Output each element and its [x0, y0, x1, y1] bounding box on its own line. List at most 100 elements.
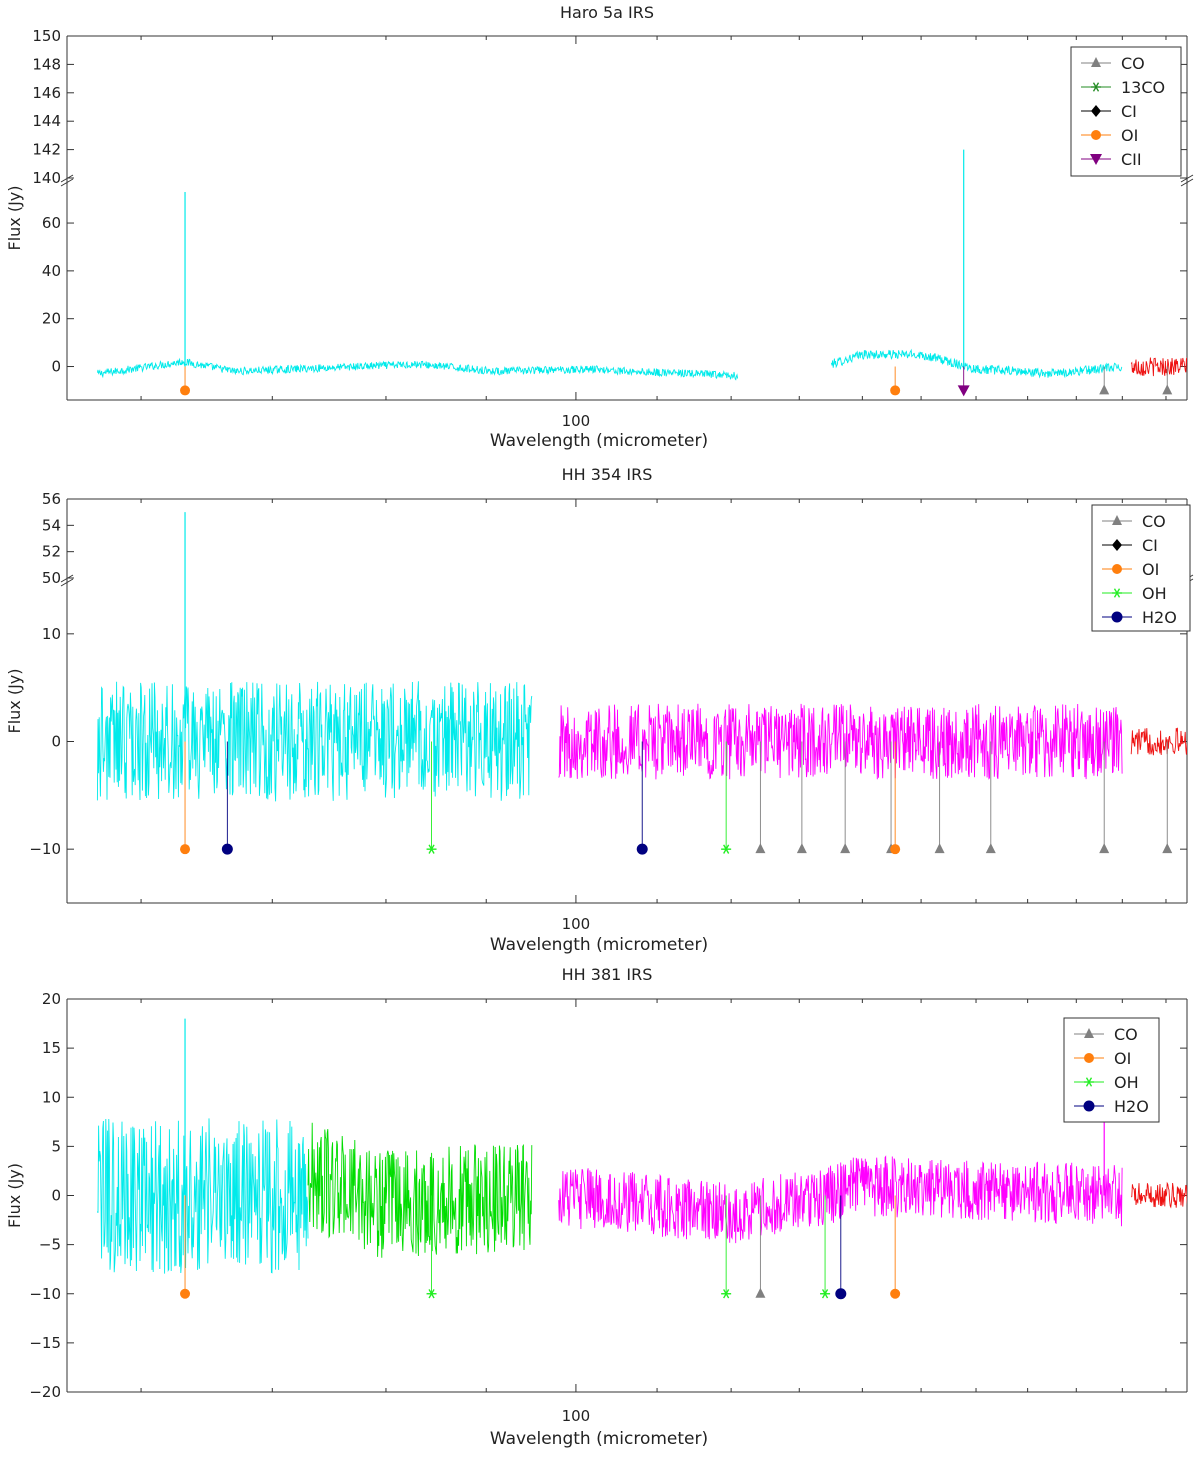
y-tick-label: 5	[51, 1137, 61, 1155]
line-marker-h2o	[835, 1288, 847, 1300]
legend-item-oi: OI	[1102, 560, 1159, 579]
legend-label: OI	[1114, 1049, 1131, 1068]
line-marker-co	[1099, 384, 1110, 395]
legend-item-co: CO	[1081, 54, 1145, 73]
legend-label: CII	[1121, 150, 1142, 169]
y-tick-label: 10	[42, 625, 61, 643]
y-axis-label: Flux (Jy)	[5, 668, 24, 733]
y-tick-label: 0	[51, 358, 61, 376]
plot-area	[96, 1018, 1187, 1300]
y-tick-label: 60	[42, 214, 61, 232]
y-tick-label: −20	[29, 1383, 61, 1401]
line-marker-h2o	[221, 843, 233, 855]
x-tick-label: 100	[562, 1407, 591, 1425]
legend-marker-oh	[1112, 588, 1122, 598]
y-tick-label: 56	[42, 490, 61, 508]
line-marker-cii	[957, 385, 970, 397]
chart-panel-1: 0 20 40 60 140 142 144 146 148 150 100 Haro 5a IRS W…	[5, 3, 1194, 451]
legend-marker-oi	[1084, 1053, 1094, 1063]
legend-marker-ci	[1112, 539, 1122, 551]
spectrum-series-magenta	[558, 1155, 1123, 1244]
y-tick-label: 140	[32, 169, 61, 187]
legend-item-co: CO	[1074, 1025, 1138, 1044]
legend-marker-co	[1084, 1028, 1094, 1038]
line-marker-co	[1162, 384, 1173, 395]
legend: CO 13CO CI OI CII	[1070, 46, 1182, 177]
spectrum-series-red	[1130, 727, 1187, 756]
y-tick-label: 15	[42, 1039, 61, 1057]
line-marker-oi	[890, 385, 901, 396]
legend-item-ci: CI	[1081, 102, 1137, 121]
legend-marker-oi	[1112, 564, 1122, 574]
spectrum-series-magenta	[558, 703, 1123, 780]
line-marker-oi	[180, 844, 191, 855]
y-tick-label: 50	[42, 569, 61, 587]
y-tick-label: 52	[42, 543, 61, 561]
legend-label: CI	[1121, 102, 1137, 121]
y-axis-label: Flux (Jy)	[5, 185, 24, 250]
y-tick-label: 150	[32, 27, 61, 45]
legend-item-cii: CII	[1081, 150, 1142, 169]
legend-marker-cii	[1090, 154, 1102, 165]
axis-break-mark	[1180, 178, 1194, 187]
legend-marker-h2o	[1111, 611, 1123, 623]
y-tick-label: 20	[42, 310, 61, 328]
legend-label: CI	[1142, 536, 1158, 555]
y-tick-label: 146	[32, 84, 61, 102]
chart-title: Haro 5a IRS	[560, 3, 654, 22]
y-tick-label: 40	[42, 262, 61, 280]
legend-marker-13co	[1091, 82, 1101, 92]
plot-area	[96, 149, 1187, 397]
legend-item-oh: OH	[1074, 1073, 1139, 1092]
y-tick-label: 144	[32, 112, 61, 130]
line-marker-co	[1162, 843, 1173, 854]
spectrum-series-cyan	[96, 681, 533, 802]
legend-marker-co	[1112, 515, 1122, 525]
y-tick-label: −5	[39, 1236, 61, 1254]
legend-item-h2o: H2O	[1102, 608, 1177, 627]
y-tick-label: 142	[32, 141, 61, 159]
line-marker-h2o	[636, 843, 648, 855]
y-tick-label: 10	[42, 1088, 61, 1106]
legend-item-co: CO	[1102, 512, 1166, 531]
spectrum-series-cyan	[830, 348, 1123, 379]
line-marker-oh	[426, 1289, 437, 1299]
legend-label: OH	[1114, 1073, 1139, 1092]
x-tick-label: 100	[562, 412, 591, 430]
spectrum-series-green	[307, 1122, 533, 1258]
spectrum-series-red	[1130, 1181, 1187, 1209]
legend-box	[1063, 1017, 1160, 1123]
y-tick-label: −15	[29, 1334, 61, 1352]
line-marker-oh	[820, 1289, 831, 1299]
legend-marker-h2o	[1083, 1100, 1095, 1112]
line-marker-oh	[721, 844, 732, 854]
legend-item-13co: 13CO	[1081, 78, 1165, 97]
line-marker-oh	[721, 1289, 732, 1299]
legend-label: OH	[1142, 584, 1167, 603]
legend-label: CO	[1121, 54, 1145, 73]
legend-label: CO	[1142, 512, 1166, 531]
spectrum-series-red	[1130, 357, 1187, 377]
axis-break-mark	[60, 578, 74, 587]
chart-title: HH 354 IRS	[562, 465, 653, 484]
line-marker-oi	[180, 1288, 191, 1299]
legend-label: OI	[1142, 560, 1159, 579]
line-marker-co	[796, 843, 807, 854]
legend-label: 13CO	[1121, 78, 1165, 97]
legend-label: CO	[1114, 1025, 1138, 1044]
x-tick-label: 100	[562, 915, 591, 933]
x-axis-label: Wavelength (micrometer)	[490, 935, 708, 955]
legend: CO OI OH H2O	[1063, 1017, 1160, 1123]
legend-item-oi: OI	[1081, 126, 1138, 145]
legend-marker-ci	[1091, 105, 1101, 117]
y-tick-label: −10	[29, 840, 61, 858]
x-axis-label: Wavelength (micrometer)	[490, 1429, 708, 1449]
legend-box	[1091, 504, 1191, 632]
plot-area	[96, 512, 1187, 855]
spectrum-series-cyan	[96, 357, 739, 381]
line-marker-co	[755, 1287, 766, 1298]
y-tick-label: 0	[51, 1187, 61, 1205]
legend-label: OI	[1121, 126, 1138, 145]
y-tick-label: 20	[42, 990, 61, 1008]
